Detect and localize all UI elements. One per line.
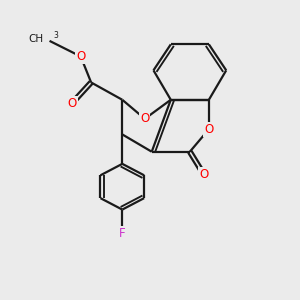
Text: O: O	[140, 112, 149, 125]
Text: O: O	[76, 50, 85, 63]
Text: O: O	[199, 168, 208, 181]
Text: O: O	[204, 123, 214, 136]
Text: F: F	[119, 226, 126, 240]
Text: O: O	[68, 97, 77, 110]
Text: 3: 3	[53, 31, 58, 40]
Text: CH: CH	[28, 34, 43, 44]
